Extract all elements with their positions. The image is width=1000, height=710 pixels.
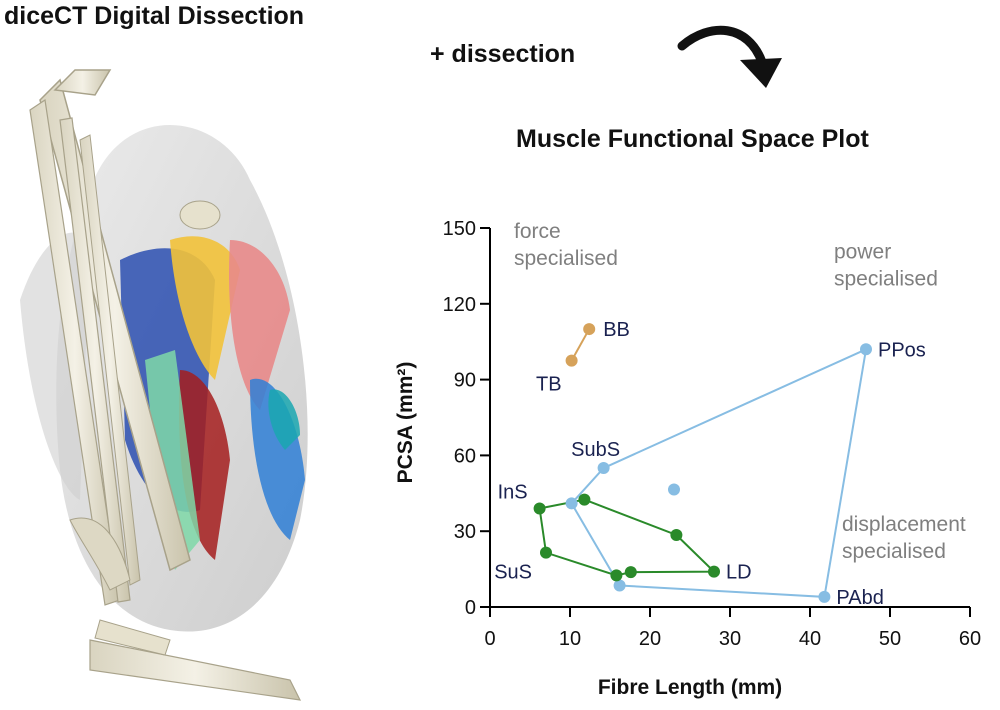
x-axis-label: Fibre Length (mm) (598, 676, 782, 699)
series-2-outline (570, 328, 591, 362)
series-0-point (860, 343, 872, 356)
point-label: BB (603, 319, 630, 341)
series-0-point (565, 497, 578, 510)
region-annotation-line: specialised (514, 247, 618, 270)
y-axis-label: PCSA (mm²) (394, 362, 417, 484)
series-1-point (540, 546, 552, 559)
point-label: TB (536, 374, 562, 396)
x-tick-label: 30 (719, 628, 741, 650)
point-label: PAbd (836, 587, 883, 609)
y-tick-label: 0 (465, 597, 476, 619)
region-annotation-line: specialised (834, 267, 938, 290)
series-0-point (668, 483, 680, 496)
region-annotation: force specialised (514, 220, 618, 270)
point-label: SuS (494, 562, 532, 584)
series-0-point (613, 579, 626, 592)
region-annotation: displacement specialised (842, 513, 966, 563)
series-2-point (583, 323, 596, 336)
region-annotation-line: specialised (842, 540, 946, 563)
series-1-point (670, 528, 683, 541)
point-label: InS (498, 481, 528, 503)
chart-title: Muscle Functional Space Plot (516, 125, 869, 153)
series-1-point (578, 493, 591, 506)
figure-title: diceCT Digital Dissection (4, 2, 305, 30)
series-1-point (708, 565, 720, 578)
y-tick-label: 90 (454, 370, 476, 392)
x-tick-label: 50 (879, 628, 901, 650)
region-annotation: power specialised (834, 240, 938, 290)
x-tick-label: 10 (559, 628, 581, 650)
point-label: PPos (878, 339, 926, 361)
series-1-outline (538, 498, 717, 577)
specimen-render-image (20, 69, 308, 701)
point-label: SubS (571, 439, 620, 461)
y-tick-label: 120 (443, 294, 476, 316)
region-annotation-line: force (514, 220, 561, 243)
series-0-outline (570, 347, 868, 598)
y-tick-label: 60 (454, 445, 476, 467)
series-2-point (565, 354, 578, 367)
series-1-point (533, 502, 546, 515)
point-label: LD (726, 562, 752, 584)
series-1-point (610, 569, 623, 582)
x-tick-label: 0 (484, 628, 495, 650)
region-annotation-line: displacement (842, 513, 966, 536)
x-tick-label: 60 (959, 628, 981, 650)
x-tick-label: 40 (799, 628, 821, 650)
series-1-point (624, 566, 637, 579)
curved-arrow-icon (677, 25, 782, 88)
y-tick-label: 150 (443, 218, 476, 240)
x-tick-label: 20 (639, 628, 661, 650)
region-annotation-line: power (834, 240, 891, 263)
series-0-point (597, 462, 610, 475)
y-tick-label: 30 (454, 521, 476, 543)
dissection-subtitle: + dissection (430, 40, 576, 68)
series-0-point (818, 590, 831, 603)
